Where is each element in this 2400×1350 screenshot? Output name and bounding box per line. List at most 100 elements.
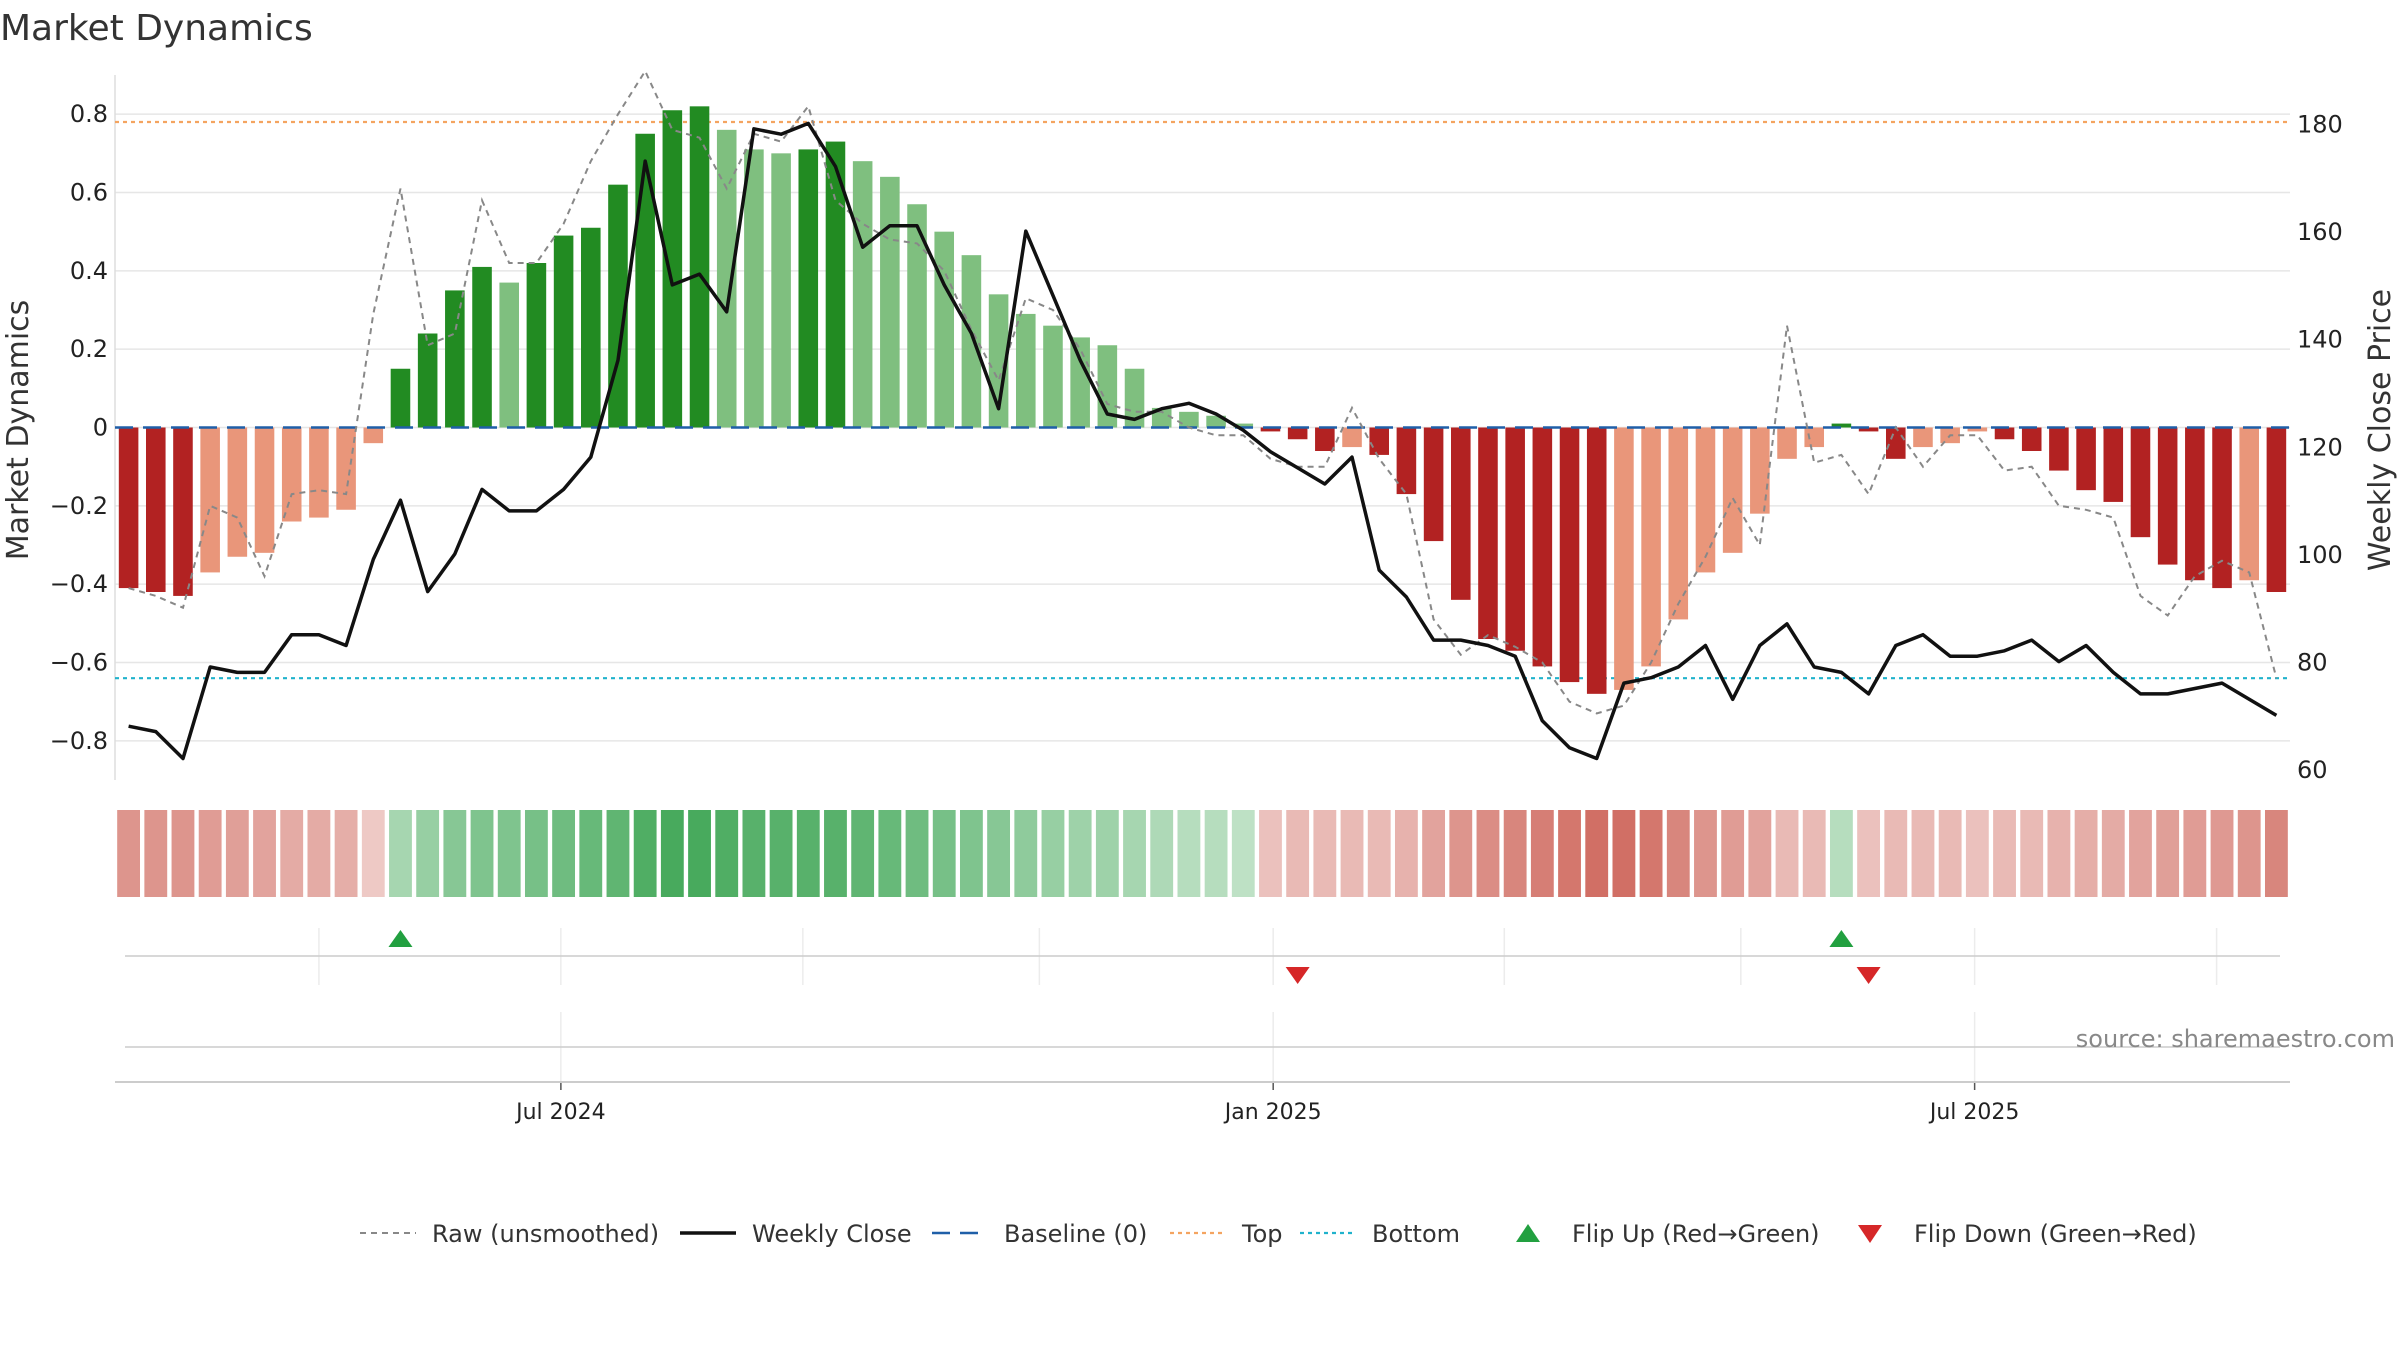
strip-cell — [688, 810, 711, 897]
strip-cell — [1530, 810, 1554, 897]
dynamics-bar — [1967, 427, 1988, 432]
strip-cell — [1286, 810, 1310, 897]
strip-cell — [171, 810, 195, 897]
strip-cell — [1367, 810, 1391, 897]
dynamics-bar — [1722, 427, 1743, 553]
dynamics-bar — [1831, 423, 1852, 428]
dynamics-bar — [1179, 411, 1199, 428]
strip-cell — [796, 810, 820, 897]
chart-title: Market Dynamics — [0, 8, 313, 49]
dynamics-bar — [254, 427, 275, 553]
dynamics-bar — [2266, 427, 2287, 592]
dynamics-bar — [852, 161, 873, 428]
strip-cell — [1123, 810, 1146, 897]
flip-down-marker — [1856, 967, 1881, 984]
dynamics-bar — [118, 427, 139, 589]
strip-cell — [280, 810, 304, 897]
strip-cell — [742, 810, 766, 897]
dynamics-bar — [2185, 427, 2205, 581]
strip-cell — [361, 810, 385, 897]
dynamics-bar — [1315, 427, 1335, 451]
dynamics-bar — [1885, 427, 1906, 459]
strip-cell — [389, 810, 412, 897]
dynamics-bar — [2021, 427, 2042, 451]
strip-cell — [2183, 810, 2207, 897]
dynamics-bar — [635, 133, 655, 428]
strip-cell — [1340, 810, 1364, 897]
dynamics-bar — [1505, 427, 1525, 651]
dynamics-bar — [1750, 427, 1770, 514]
dynamics-bar — [2076, 427, 2096, 491]
dynamics-bar — [2239, 427, 2260, 581]
strip-cell — [497, 810, 521, 897]
dynamics-bar — [1913, 427, 1933, 448]
strip-cell — [987, 810, 1011, 897]
strip-cell — [144, 810, 168, 897]
strip-cell — [715, 810, 739, 897]
strip-cell — [307, 810, 331, 897]
dynamics-bar — [2103, 427, 2124, 502]
dynamics-bar — [825, 141, 846, 428]
dynamics-bar — [2157, 427, 2178, 565]
strip-cell — [1259, 810, 1282, 897]
strip-cell — [2210, 810, 2234, 897]
dynamics-bar — [390, 368, 411, 428]
dynamics-bar — [1423, 427, 1444, 542]
flip-up-marker — [1829, 930, 1854, 947]
left-tick-label: 0.2 — [70, 335, 108, 363]
flip-up-marker — [388, 930, 413, 947]
strip-cell — [198, 810, 222, 897]
strip-cell — [1694, 810, 1717, 897]
strip-cell — [1150, 810, 1174, 897]
dynamics-bar — [526, 263, 547, 428]
intensity-strip — [117, 810, 2288, 897]
legend-flip-down-swatch — [1858, 1225, 1882, 1243]
strip-cell — [552, 810, 576, 897]
strip-cell — [1585, 810, 1609, 897]
strip-cell — [1177, 810, 1201, 897]
strip-cell — [1558, 810, 1581, 897]
strip-cell — [2129, 810, 2152, 897]
strip-cell — [1068, 810, 1092, 897]
strip-cell — [1802, 810, 1826, 897]
dynamics-bar — [608, 184, 628, 428]
strip-cell — [633, 810, 657, 897]
legend-label: Weekly Close — [752, 1220, 912, 1248]
left-tick-label: −0.4 — [50, 570, 108, 598]
dynamics-bars — [118, 106, 2287, 694]
dynamics-bar — [1994, 427, 2015, 440]
strip-cell — [1231, 810, 1255, 897]
weekly-close-line — [128, 121, 2278, 761]
legend-label: Top — [1241, 1220, 1283, 1248]
dynamics-bar — [309, 427, 329, 518]
strip-cell — [959, 810, 983, 897]
date-tick-label: Jul 2025 — [1928, 1100, 2020, 1125]
legend-label: Flip Down (Green→Red) — [1914, 1220, 2197, 1248]
strip-cell — [2156, 810, 2180, 897]
strip-cell — [1313, 810, 1337, 897]
strip-cell — [769, 810, 793, 897]
dynamics-bar — [1641, 427, 1661, 667]
right-tick-label: 160 — [2297, 218, 2343, 246]
dynamics-bar — [1396, 427, 1417, 495]
dynamics-bar — [580, 227, 601, 428]
dynamics-bar — [1369, 427, 1390, 455]
strip-cell — [905, 810, 929, 897]
strip-cell — [1666, 810, 1690, 897]
dynamics-bar — [744, 149, 764, 428]
chart-legend: Raw (unsmoothed) Weekly Close Baseline (0)… — [360, 1220, 2197, 1248]
strip-cell — [2101, 810, 2125, 897]
strip-cell — [1884, 810, 1908, 897]
dynamics-bar — [281, 427, 302, 522]
dynamics-bar — [1151, 407, 1172, 428]
dynamics-bar — [1586, 427, 1607, 694]
strip-cell — [1829, 810, 1853, 897]
left-tick-label: 0.6 — [70, 179, 108, 207]
strip-cell — [878, 810, 902, 897]
strip-cell — [660, 810, 684, 897]
legend-label: Baseline (0) — [1004, 1220, 1147, 1248]
dynamics-bar — [1342, 427, 1362, 448]
strip-cell — [1965, 810, 1989, 897]
legend-label: Bottom — [1372, 1220, 1460, 1248]
